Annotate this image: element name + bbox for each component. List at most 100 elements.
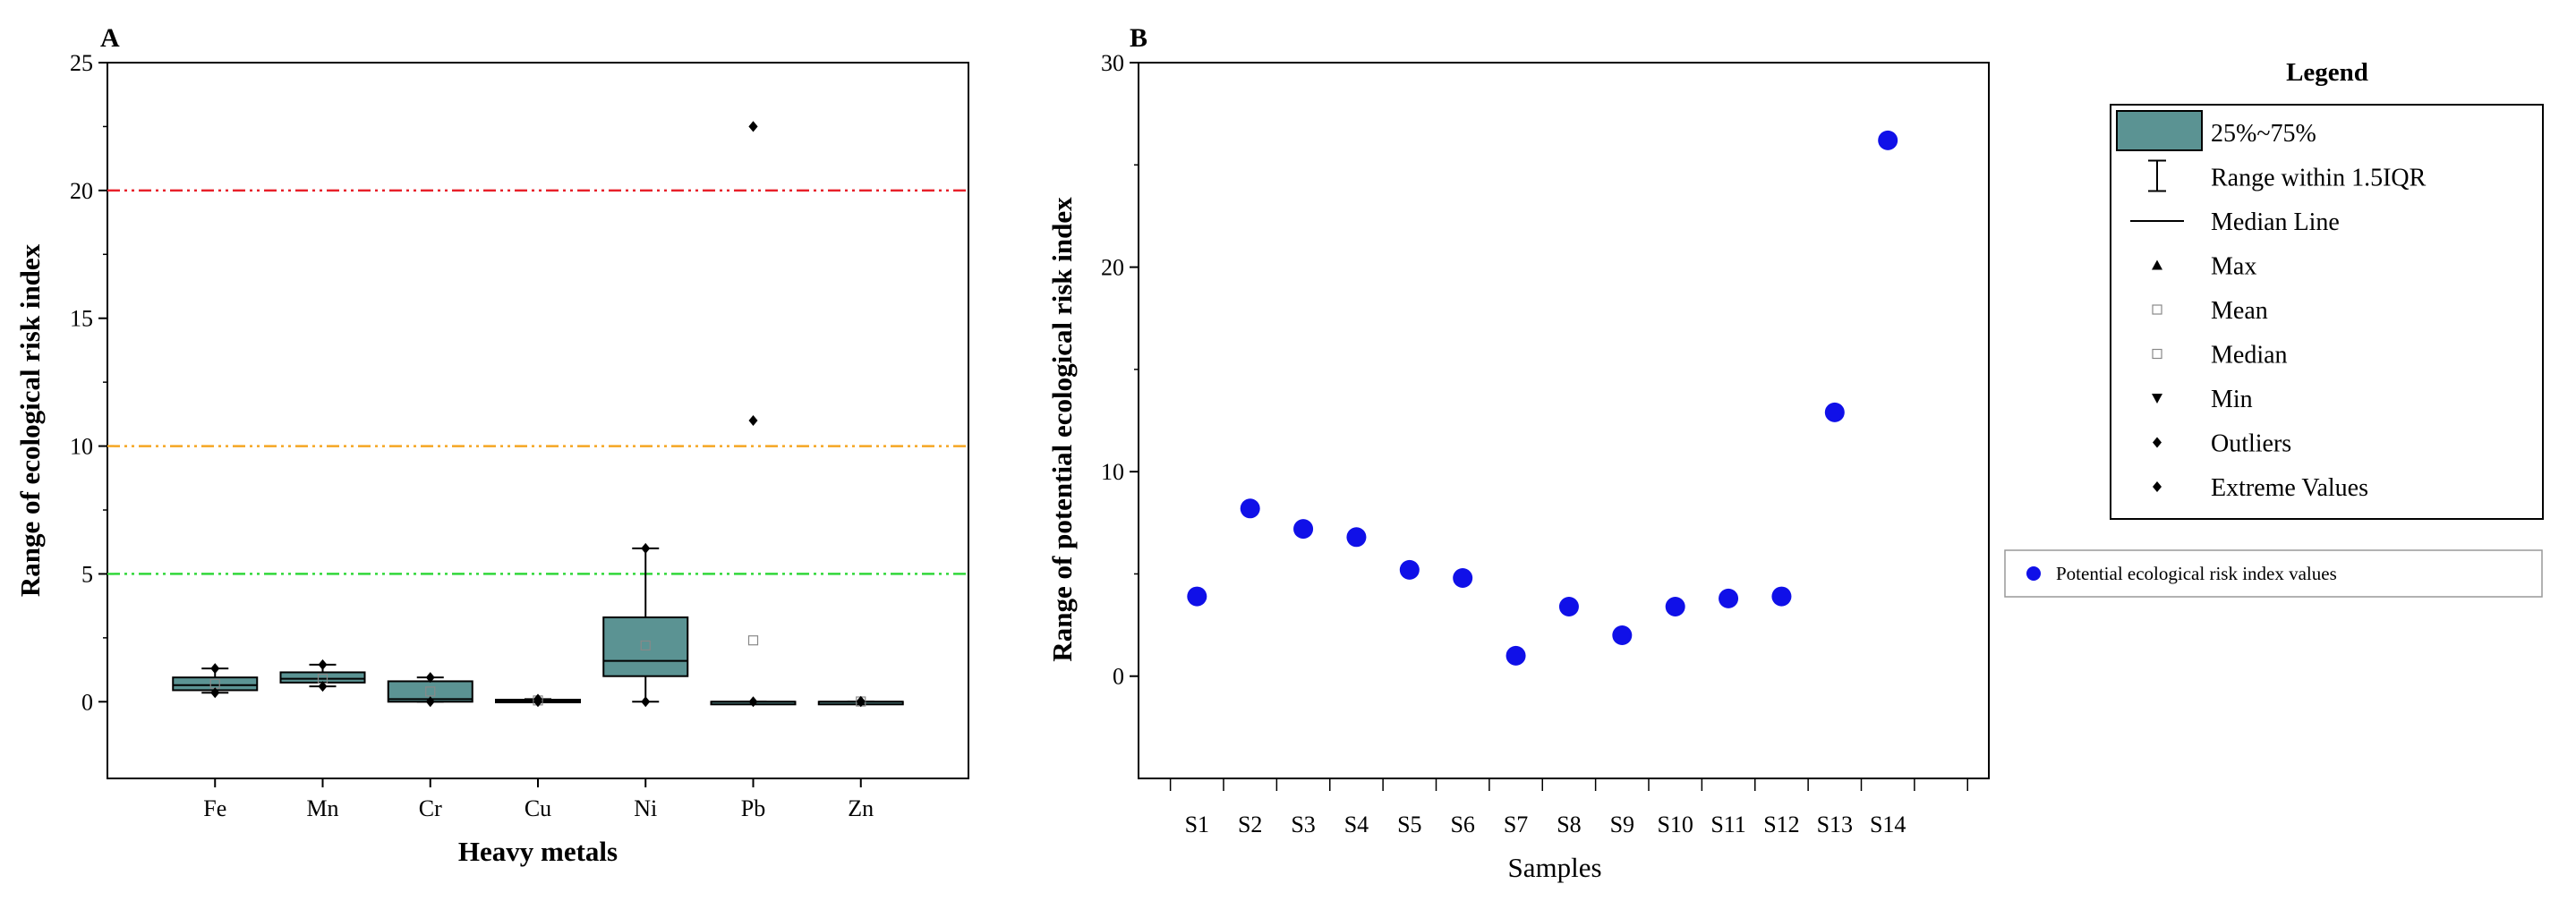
point-S3	[1293, 519, 1314, 540]
panel-b: B 0 10 20 30 S1 S2 S3 S4 S5 S6 S7 S8 S9 S10 S11 S12 S13…	[1046, 23, 1990, 883]
x-tick-label-Pb: Pb	[741, 795, 765, 821]
legend-b-marker	[2026, 566, 2041, 581]
legend-item-3: Max	[2152, 253, 2256, 281]
x-tick-label-S1: S1	[1185, 812, 1209, 837]
panel-b-points	[1187, 130, 1898, 666]
x-tick-label-S10: S10	[1657, 812, 1693, 837]
y-tick-label-20: 20	[70, 178, 93, 204]
legend-item-5: Median	[2152, 342, 2288, 370]
legend-frame	[2110, 104, 2544, 520]
point-S5	[1399, 559, 1420, 580]
legend-label-7: Outliers	[2211, 430, 2291, 458]
legend-item-0: 25%~75%	[2116, 110, 2316, 151]
y-tick-label-20: 20	[1101, 255, 1124, 281]
point-S13	[1824, 402, 1845, 422]
x-tick-label-S13: S13	[1817, 812, 1853, 837]
x-tick-label-S3: S3	[1291, 812, 1315, 837]
legend-label-4: Mean	[2211, 297, 2268, 325]
mean-marker	[640, 640, 651, 651]
legend-swatch-diamond	[2153, 481, 2162, 492]
max-marker	[210, 663, 220, 675]
max-marker	[425, 672, 435, 684]
legend-swatch-hollow	[2152, 348, 2162, 360]
x-tick-label-S11: S11	[1710, 812, 1746, 837]
legend-label-0: 25%~75%	[2211, 120, 2316, 148]
panel-b-letter: B	[1130, 23, 1147, 53]
box-Fe	[172, 663, 259, 699]
point-S10	[1665, 597, 1685, 616]
point-S14	[1878, 130, 1898, 150]
point-S9	[1612, 625, 1633, 645]
min-marker	[318, 681, 328, 693]
max-marker	[641, 542, 651, 554]
x-tick-label-Zn: Zn	[848, 795, 874, 821]
min-marker	[748, 696, 758, 708]
x-tick-label-S2: S2	[1238, 812, 1262, 837]
panel-a-letter: A	[100, 23, 120, 53]
x-tick-label-S9: S9	[1610, 812, 1634, 837]
point-S7	[1506, 645, 1526, 666]
outlier-marker	[748, 121, 758, 132]
panel-a-reference-lines	[107, 189, 968, 575]
y-tick-label-30: 30	[1101, 50, 1124, 76]
min-marker	[210, 687, 220, 699]
legend-title: Legend	[2286, 58, 2368, 87]
legend-swatch-box	[2116, 110, 2203, 151]
box-Mn	[279, 659, 366, 693]
x-tick-label-Cu: Cu	[525, 795, 551, 821]
iqr-box	[602, 616, 689, 677]
legend-item-6: Min	[2152, 386, 2253, 413]
legend: Legend 25%~75% Range within 1.5IQR Median …	[2004, 58, 2544, 598]
y-tick-label-0: 0	[1113, 664, 1124, 690]
legend-b-frame	[2004, 549, 2543, 598]
panel-a-y-axis: 0 5 10 15 20 25	[70, 50, 107, 715]
x-tick-label-S8: S8	[1557, 812, 1581, 837]
legend-label-1: Range within 1.5IQR	[2211, 165, 2427, 192]
point-S8	[1558, 597, 1579, 616]
y-tick-label-10: 10	[1101, 459, 1124, 485]
mean-marker	[747, 635, 759, 646]
x-tick-label-S14: S14	[1870, 812, 1906, 837]
panel-a-x-axis: Fe Mn Cr Cu Ni Pb Zn	[203, 778, 874, 821]
legend-swatch-min	[2152, 394, 2162, 404]
legend-label-3: Max	[2211, 253, 2256, 281]
x-tick-label-Mn: Mn	[306, 795, 338, 821]
y-tick-label-25: 25	[70, 50, 93, 76]
panel-a-y-axis-label: Range of ecological risk index	[14, 243, 46, 597]
legend-swatch-max	[2152, 259, 2162, 270]
legend-items: 25%~75% Range within 1.5IQR Median Line Max…	[2116, 110, 2427, 502]
max-marker	[318, 659, 328, 670]
legend-label-6: Min	[2211, 386, 2253, 413]
x-tick-label-Fe: Fe	[203, 795, 226, 821]
mean-marker	[425, 686, 436, 697]
legend-swatch-diamond	[2153, 437, 2162, 448]
point-S6	[1453, 568, 1473, 588]
outlier-marker	[748, 415, 758, 426]
legend-b-label: Potential ecological risk index values	[2056, 563, 2337, 584]
legend-item-4: Mean	[2152, 297, 2268, 325]
min-marker	[533, 696, 542, 708]
y-tick-label-5: 5	[81, 561, 93, 587]
panel-b-y-axis-label: Range of potential ecological risk index	[1046, 197, 1078, 662]
min-marker	[425, 696, 435, 708]
point-S1	[1187, 586, 1207, 607]
x-tick-label-S7: S7	[1504, 812, 1528, 837]
y-tick-label-10: 10	[70, 434, 93, 460]
legend-item-8: Extreme Values	[2153, 474, 2368, 502]
legend-label-8: Extreme Values	[2211, 474, 2368, 502]
panel-b-x-axis-label: Samples	[1507, 852, 1601, 883]
box-Zn	[817, 695, 904, 708]
legend-label-2: Median Line	[2211, 208, 2340, 236]
point-S11	[1719, 588, 1739, 608]
box-Cr	[387, 672, 473, 708]
y-tick-label-15: 15	[70, 306, 93, 332]
y-tick-label-0: 0	[81, 689, 93, 715]
box-Pb	[710, 121, 797, 708]
point-S2	[1240, 498, 1260, 519]
x-tick-label-S12: S12	[1763, 812, 1799, 837]
min-marker	[856, 696, 866, 708]
panel-a-boxes	[172, 121, 904, 708]
min-marker	[641, 696, 651, 708]
panel-b-y-axis: 0 10 20 30	[1101, 50, 1139, 690]
